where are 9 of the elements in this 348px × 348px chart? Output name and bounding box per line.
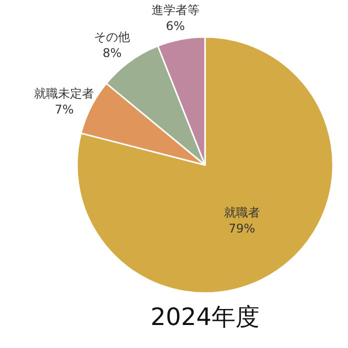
slice-label: 就職者 <box>224 205 260 220</box>
slice-label: その他 <box>94 30 130 44</box>
slice-label: 進学者等 <box>151 2 200 17</box>
data-label: 79% <box>228 221 256 236</box>
slice-label: 就職未定者 <box>34 86 94 100</box>
data-label: 6% <box>166 18 185 33</box>
data-label: 7% <box>54 102 74 116</box>
text: 2024年度 <box>150 303 260 331</box>
data-label: 8% <box>102 46 122 60</box>
